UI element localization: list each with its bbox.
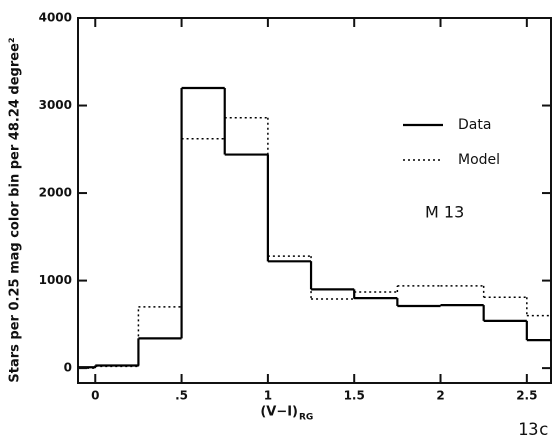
x-tick-label: .5	[175, 389, 188, 403]
y-tick-label: 4000	[39, 11, 72, 25]
y-axis-label: Stars per 0.25 mag color bin per 48.24 d…	[8, 37, 23, 382]
y-tick-label: 1000	[39, 273, 72, 287]
y-tick-label: 0	[64, 361, 72, 375]
x-axis-label: (V−I)	[260, 405, 298, 420]
plot-frame	[77, 17, 552, 384]
y-tick-label: 2000	[39, 186, 72, 200]
plot-area	[78, 86, 551, 369]
x-tick-label: 2.5	[516, 389, 537, 403]
legend-label: Model	[458, 152, 500, 168]
annotation: M 13	[425, 203, 464, 222]
y-tick-label: 3000	[39, 98, 72, 112]
x-tick-label: 0	[91, 389, 99, 403]
corner-label: 13c	[518, 420, 549, 440]
x-axis-label-subscript: RG	[299, 413, 313, 423]
x-tick-label: 1	[264, 389, 272, 403]
x-tick-label: 1.5	[344, 389, 365, 403]
legend-label: Data	[458, 117, 491, 133]
x-tick-label: 2	[436, 389, 444, 403]
